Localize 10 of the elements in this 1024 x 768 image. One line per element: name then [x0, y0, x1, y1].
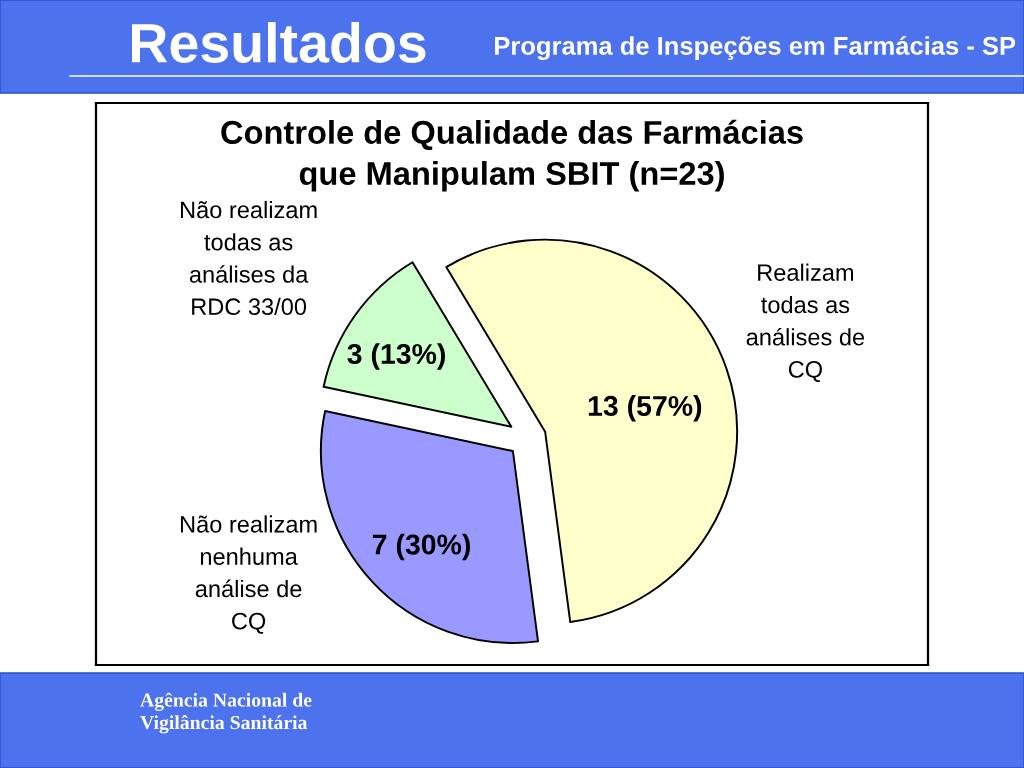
data-label: 7 (30%): [372, 533, 470, 561]
chart-title: Controle de Qualidade das Farmácias que Manipulam SBIT (n=23): [221, 119, 803, 192]
text: Resultados: [132, 22, 426, 63]
slice-label: Realizam todas as análises de CQ: [746, 263, 865, 383]
text: Agência Nacional de Vigilância Sanitária: [140, 692, 312, 734]
data-label: 3 (13%): [347, 343, 445, 370]
slice-label: Não realizam nenhuma análise de CQ: [180, 515, 317, 634]
text: Programa de Inspeções em Farmácias - SP: [495, 35, 1016, 61]
data-label: 13 (57%): [588, 395, 702, 422]
slice-label: Não realizam todas as análises da RDC 33/00: [180, 200, 317, 316]
